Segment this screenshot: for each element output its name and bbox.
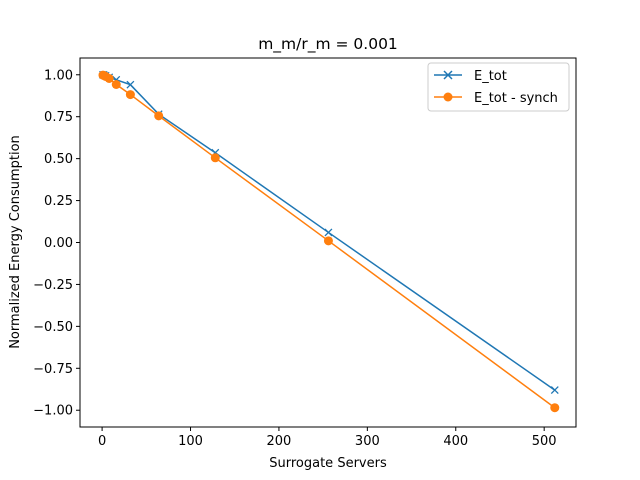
x-tick-label: 400 <box>443 434 468 449</box>
y-tick-label: −0.75 <box>33 362 73 377</box>
data-point-e-tot <box>126 80 135 89</box>
legend-label-e-tot-synch: E_tot - synch <box>474 91 558 106</box>
x-tick-label: 500 <box>532 434 557 449</box>
x-tick-label: 300 <box>355 434 380 449</box>
y-tick-label: −0.50 <box>33 320 73 335</box>
data-point-e-tot-synch <box>104 73 114 83</box>
x-axis-ticks: 0 100 200 300 400 500 <box>98 427 557 449</box>
y-tick-label: 0.25 <box>44 194 73 209</box>
x-tick-label: 100 <box>178 434 203 449</box>
x-tick-label: 0 <box>98 434 106 449</box>
series-layer <box>98 70 560 413</box>
y-tick-label: −0.25 <box>33 278 73 293</box>
data-point-e-tot <box>550 386 559 395</box>
data-point-e-tot-synch <box>125 90 135 100</box>
y-tick-label: 0.50 <box>44 152 73 167</box>
y-tick-label: 1.00 <box>44 68 73 83</box>
y-tick-label: −1.00 <box>33 404 73 419</box>
y-tick-label: 0.00 <box>44 236 73 251</box>
x-axis-label: Surrogate Servers <box>269 456 387 471</box>
data-point-e-tot-synch <box>154 111 164 121</box>
legend-label-e-tot: E_tot <box>474 69 507 84</box>
y-axis-ticks: 1.00 0.75 0.50 0.25 0.00 −0.25 −0.50 −0.75 −1.00 <box>33 68 80 419</box>
y-tick-label: 0.75 <box>44 110 73 125</box>
legend-box <box>427 62 570 112</box>
data-point-e-tot-synch <box>210 153 220 163</box>
data-point-e-tot-synch <box>550 403 560 413</box>
chart-legend: E_tot E_tot - synch <box>427 62 570 112</box>
chart-title: m_m/r_m = 0.001 <box>258 35 398 54</box>
legend-marker-e-tot-synch <box>443 92 453 102</box>
x-tick-label: 200 <box>267 434 292 449</box>
y-axis-label: Normalized Energy Consumption <box>8 135 23 349</box>
data-point-e-tot-synch <box>323 236 333 246</box>
plot-area <box>79 57 577 428</box>
data-point-e-tot <box>324 228 333 237</box>
data-point-e-tot-synch <box>111 80 121 90</box>
legend-marker-e-tot <box>443 70 453 80</box>
